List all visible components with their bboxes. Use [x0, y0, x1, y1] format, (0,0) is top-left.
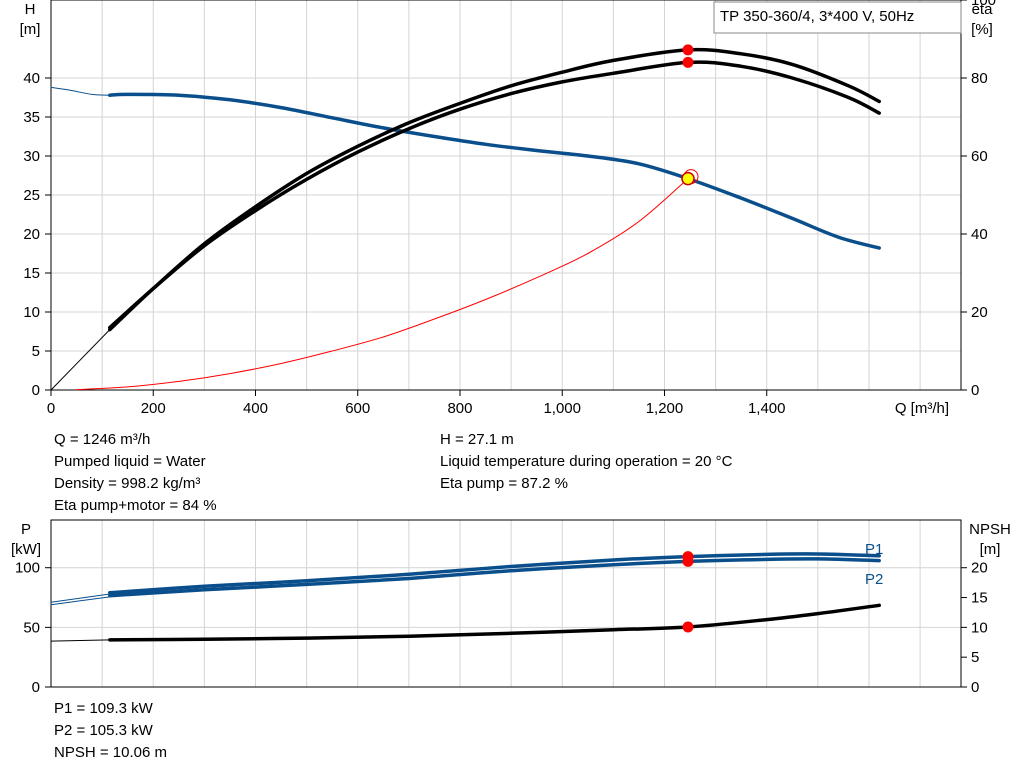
series-line	[108, 603, 881, 642]
npsh-value: NPSH = 10.06 m	[54, 744, 167, 761]
x-tick-label: 0	[47, 400, 55, 417]
y-tick-label: 15	[23, 265, 40, 282]
x-tick-label: 400	[243, 400, 268, 417]
y-right-tick-label: 100	[971, 0, 996, 9]
y-tick-label: 0	[32, 679, 40, 696]
p1-series-line	[108, 552, 881, 595]
y-right-tick-label: 60	[971, 148, 988, 165]
x-tick-label: 1,400	[748, 400, 786, 417]
p2-series-line	[108, 557, 881, 598]
y-tick-label: 100	[15, 560, 40, 577]
power-info: P1 = 109.3 kW P2 = 105.3 kW NPSH = 10.06…	[54, 698, 167, 764]
power-chart-grid	[51, 520, 961, 687]
series-line	[108, 60, 881, 330]
series-line	[50, 639, 111, 642]
p2-value: P2 = 105.3 kW	[54, 722, 153, 739]
y-right-tick-label: 0	[971, 679, 979, 696]
eta-pump-value: Eta pump = 87.2 %	[440, 475, 568, 492]
series-line	[50, 86, 111, 96]
head-axis-label: H	[25, 1, 36, 18]
liquid-temperature-value: Liquid temperature during operation = 20…	[440, 453, 733, 470]
x-tick-label: 1,000	[543, 400, 581, 417]
y-right-tick-label: 20	[971, 560, 988, 577]
x-tick-label: 200	[141, 400, 166, 417]
y-tick-label: 10	[23, 304, 40, 321]
y-right-tick-label: 10	[971, 619, 988, 636]
x-tick-label: 1,200	[646, 400, 684, 417]
series-line	[108, 47, 881, 332]
y-tick-label: 0	[32, 382, 40, 399]
head-chart-markers	[681, 44, 699, 186]
eta-pump-motor-value: Eta pump+motor = 84 %	[54, 497, 217, 514]
operating-point-marker	[682, 621, 694, 633]
series-line	[76, 178, 689, 391]
y-tick-label: 50	[23, 619, 40, 636]
power-chart-markers	[682, 551, 694, 633]
y-right-tick-label: 40	[971, 226, 988, 243]
flow-axis-label: Q [m³/h]	[895, 400, 949, 417]
npsh-axis-unit: [m]	[980, 541, 1001, 558]
pumped-liquid-value: Pumped liquid = Water	[54, 453, 206, 470]
efficiency-axis-unit: [%]	[971, 21, 993, 38]
operating-point-info-left: Q = 1246 m³/h Pumped liquid = Water Dens…	[54, 429, 217, 517]
power-chart-ticks: 0 50 100 0 5 10 15 20	[15, 560, 988, 696]
y-tick-label: 40	[23, 70, 40, 87]
series-line	[50, 329, 111, 391]
y-tick-label: 20	[23, 226, 40, 243]
npsh-axis-label: NPSH	[969, 521, 1011, 538]
power-npsh-chart: 0 50 100 0 5 10 15 20 P [kW] NPSH [m] P1 P2	[11, 519, 1011, 696]
power-axis-unit: [kW]	[11, 541, 41, 558]
series-line	[50, 596, 111, 606]
operating-point-marker	[682, 56, 694, 68]
y-tick-label: 35	[23, 109, 40, 126]
operating-point-marker	[682, 44, 694, 56]
series-line	[50, 593, 111, 603]
x-tick-label: 800	[447, 400, 472, 417]
y-right-tick-label: 15	[971, 590, 988, 607]
flow-value: Q = 1246 m³/h	[54, 431, 151, 448]
x-tick-label: 600	[345, 400, 370, 417]
head-axis-unit: [m]	[20, 21, 41, 38]
y-tick-label: 25	[23, 187, 40, 204]
y-tick-label: 30	[23, 148, 40, 165]
power-chart-series	[50, 552, 881, 642]
y-right-tick-label: 0	[971, 382, 979, 399]
p1-value: P1 = 109.3 kW	[54, 700, 153, 717]
power-chart-frame	[50, 519, 962, 688]
y-right-tick-label: 20	[971, 304, 988, 321]
y-right-tick-label: 80	[971, 70, 988, 87]
density-value: Density = 998.2 kg/m³	[54, 475, 201, 492]
y-tick-label: 5	[32, 343, 40, 360]
operating-point-marker	[682, 555, 694, 567]
y-right-tick-label: 5	[971, 649, 979, 666]
p1-series-label: P1	[865, 541, 883, 558]
p2-series-label: P2	[865, 571, 883, 588]
duty-point-marker	[681, 171, 695, 186]
head-value: H = 27.1 m	[440, 431, 514, 448]
series-line	[108, 92, 881, 250]
pump-title-box	[713, 1, 962, 34]
head-chart-grid	[51, 0, 961, 390]
operating-point-info-right: H = 27.1 m Liquid temperature during ope…	[440, 429, 732, 495]
head-chart-series	[50, 47, 881, 391]
efficiency-axis-label: eta	[972, 1, 994, 18]
power-axis-label: P	[21, 521, 31, 538]
pump-title: TP 350-360/4, 3*400 V, 50Hz	[720, 8, 914, 25]
